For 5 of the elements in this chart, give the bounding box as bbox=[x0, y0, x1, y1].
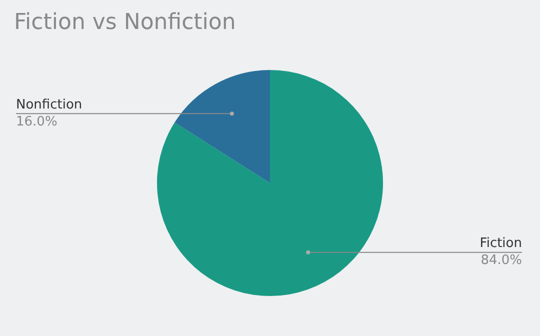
data-label: 84.0% bbox=[480, 253, 522, 268]
chart-title: Fiction vs Nonfiction bbox=[14, 10, 236, 35]
slice-label: Fiction bbox=[480, 236, 522, 252]
data-label: 16.0% bbox=[16, 114, 58, 130]
slice-label: Nonfiction bbox=[16, 98, 82, 113]
